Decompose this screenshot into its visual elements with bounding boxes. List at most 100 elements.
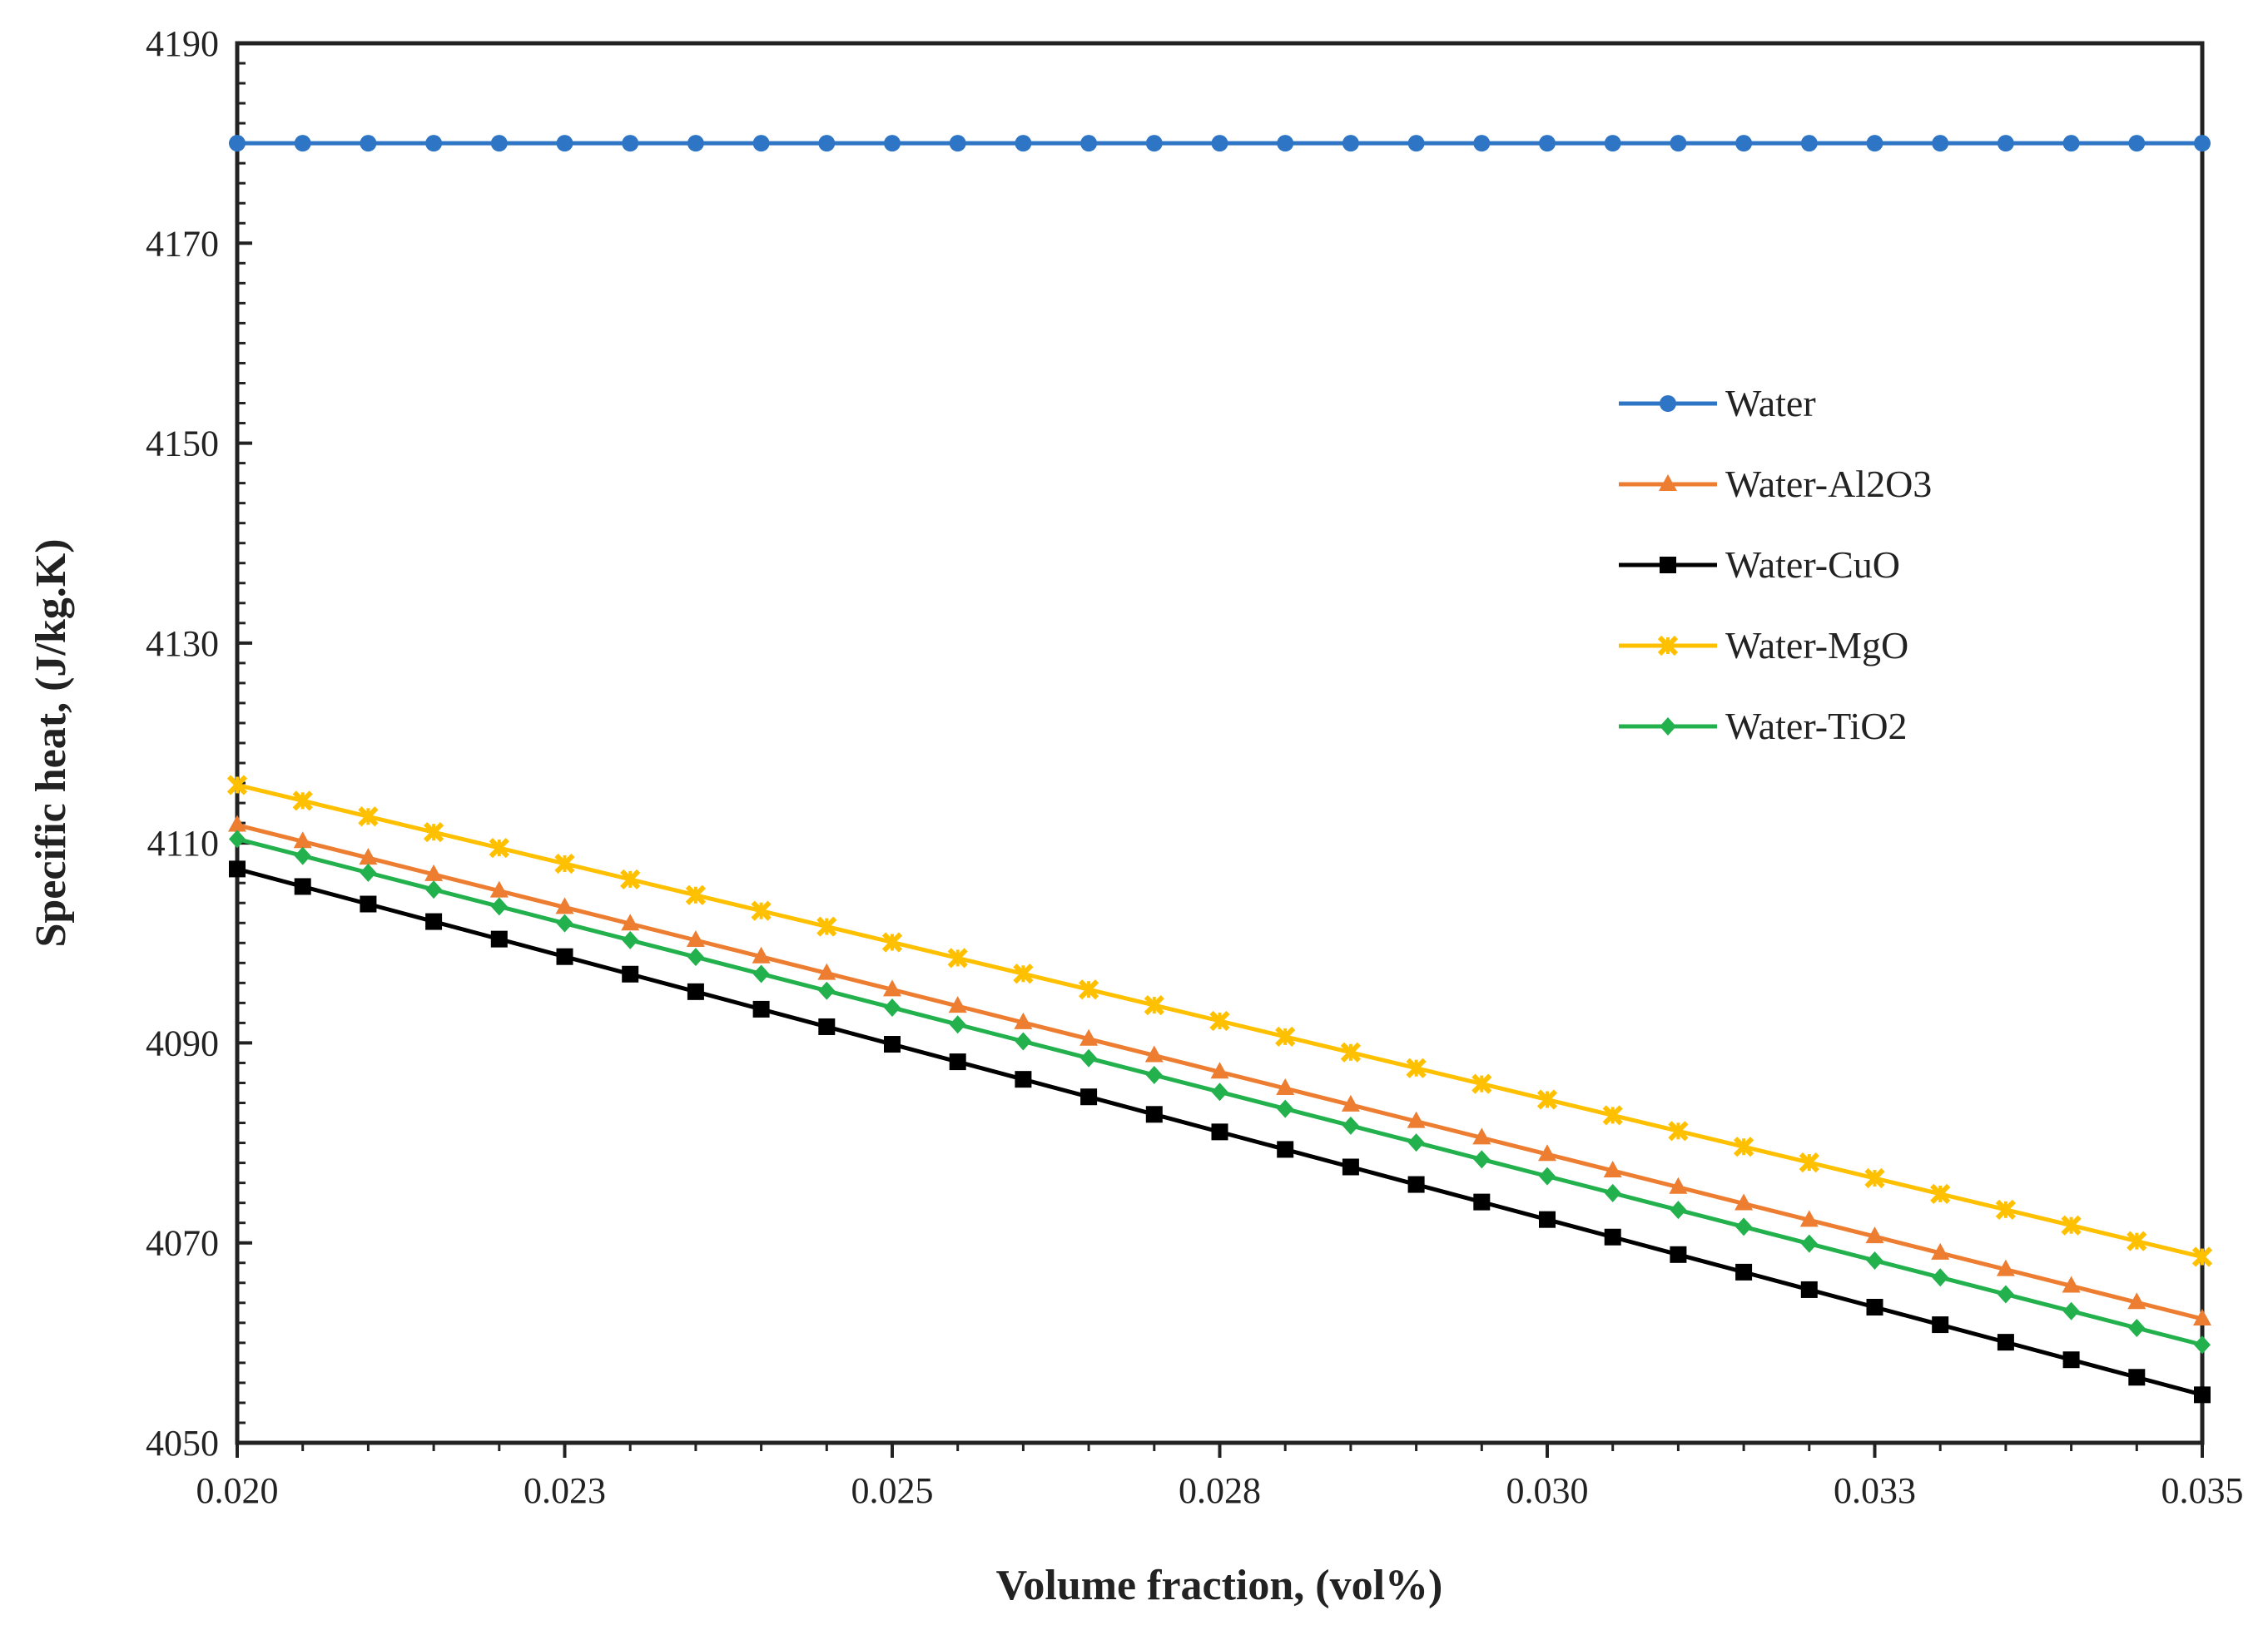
- data-point: [1800, 1234, 1818, 1253]
- data-point: [2127, 1231, 2147, 1251]
- data-point: [294, 878, 311, 895]
- series-water-cuo: [229, 860, 2211, 1404]
- data-point: [1864, 1167, 1885, 1189]
- legend-marker: [1659, 474, 1677, 491]
- data-point: [2128, 1369, 2146, 1386]
- data-point: [1932, 135, 1949, 152]
- x-tick-label: 0.035: [2161, 1470, 2244, 1511]
- data-point: [1277, 1141, 1294, 1158]
- legend-marker: [1660, 557, 1676, 573]
- data-point: [490, 135, 508, 152]
- legend-item: Water-CuO: [1619, 543, 1900, 586]
- data-point: [490, 897, 508, 916]
- data-point: [2128, 1318, 2146, 1337]
- y-axis-ticks: 4050 4070 4090 4110 4130 4150 4170 4190: [146, 23, 252, 1464]
- x-axis-ticks: 0.020 0.023 0.025 0.028 0.030 0.033 0.035: [196, 1443, 2244, 1511]
- legend-marker: [1660, 395, 1676, 412]
- legend-label: Water: [1725, 382, 1816, 424]
- data-point: [1079, 1028, 1099, 1046]
- data-point: [360, 895, 377, 913]
- data-point: [2127, 1292, 2146, 1310]
- data-point: [2061, 1215, 2082, 1236]
- data-point: [292, 790, 313, 811]
- data-point: [1015, 1071, 1032, 1088]
- data-point: [1733, 1137, 1754, 1157]
- data-point: [2062, 135, 2080, 152]
- data-point: [1735, 135, 1753, 152]
- data-point: [294, 846, 311, 865]
- legend-label: Water-CuO: [1725, 543, 1900, 586]
- data-point: [1536, 1089, 1558, 1110]
- data-point: [1144, 1045, 1164, 1063]
- x-tick-label: 0.025: [851, 1470, 934, 1511]
- data-point: [1211, 1123, 1228, 1141]
- data-point: [1275, 1026, 1296, 1048]
- data-point: [2194, 1335, 2211, 1355]
- data-point: [1997, 135, 2014, 152]
- data-point: [1669, 1177, 1688, 1194]
- data-point: [622, 930, 639, 949]
- legend-item: Water-MgO: [1619, 624, 1908, 666]
- data-point: [621, 914, 640, 931]
- data-point: [425, 135, 443, 152]
- data-point: [1209, 1010, 1230, 1032]
- y-tick-label: 4070: [146, 1223, 219, 1264]
- data-point: [1340, 1042, 1362, 1063]
- series-water-al2o3: [228, 815, 2211, 1326]
- data-point: [423, 822, 444, 843]
- data-point: [1342, 135, 1359, 152]
- data-point: [2193, 1309, 2211, 1326]
- y-tick-label: 4190: [146, 23, 219, 64]
- data-point: [620, 869, 641, 889]
- data-point: [1930, 1183, 1951, 1205]
- data-point: [949, 1053, 966, 1071]
- data-point: [1603, 1160, 1622, 1177]
- data-point: [685, 884, 707, 905]
- data-point: [1211, 1083, 1228, 1102]
- data-point: [1407, 1176, 1425, 1193]
- data-point: [687, 135, 704, 152]
- data-point: [1277, 135, 1294, 152]
- data-point: [1604, 135, 1621, 152]
- series-water-tio2: [229, 830, 2211, 1355]
- data-point: [1015, 135, 1032, 152]
- data-point: [1670, 1201, 1687, 1220]
- series-layer: [226, 135, 2213, 1404]
- data-point: [1406, 1058, 1427, 1078]
- data-point: [1276, 1078, 1295, 1096]
- y-tick-label: 4130: [146, 623, 219, 664]
- data-point: [1995, 1199, 2017, 1220]
- y-tick-label: 4050: [146, 1423, 219, 1464]
- data-point: [752, 135, 770, 152]
- data-point: [1602, 1105, 1623, 1126]
- y-tick-label: 4170: [146, 223, 219, 264]
- data-point: [229, 135, 246, 152]
- data-point: [1800, 1281, 1818, 1298]
- data-point: [818, 981, 836, 1000]
- data-point: [1670, 1246, 1687, 1263]
- legend-item: Water: [1619, 382, 1816, 424]
- data-point: [1539, 1211, 1556, 1228]
- data-point: [425, 913, 443, 930]
- legend-marker: [1657, 635, 1679, 656]
- data-point: [1144, 994, 1164, 1016]
- data-point: [229, 860, 246, 878]
- data-point: [1015, 1032, 1032, 1051]
- data-point: [229, 830, 246, 849]
- data-point: [1407, 1133, 1425, 1152]
- data-point: [1931, 1242, 1950, 1260]
- data-point: [1668, 1121, 1689, 1142]
- y-tick-label: 4110: [147, 823, 219, 864]
- data-point: [948, 996, 967, 1013]
- data-point: [2062, 1276, 2081, 1293]
- data-point: [1145, 135, 1163, 152]
- data-point: [1145, 1066, 1163, 1085]
- data-point: [752, 1000, 770, 1018]
- data-point: [1734, 1193, 1754, 1211]
- data-point: [1341, 1094, 1360, 1112]
- data-point: [294, 135, 311, 152]
- data-point: [884, 135, 901, 152]
- data-point: [1604, 1183, 1621, 1202]
- x-tick-label: 0.030: [1506, 1470, 1589, 1511]
